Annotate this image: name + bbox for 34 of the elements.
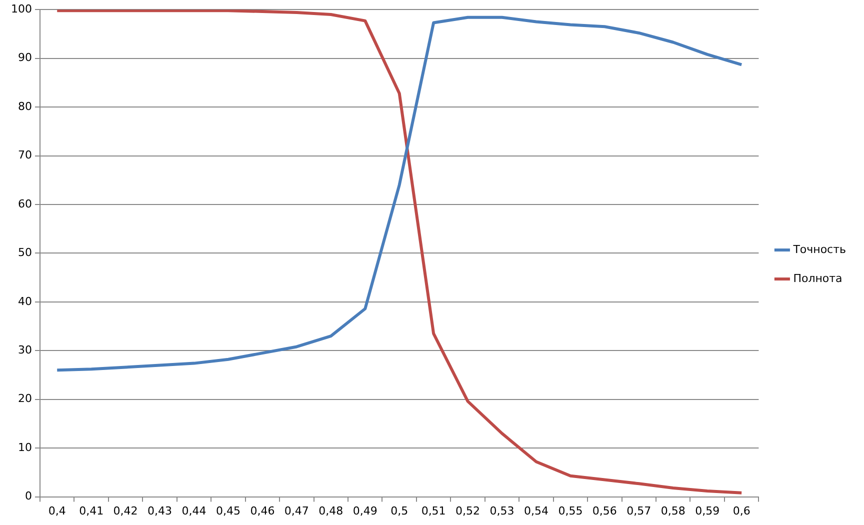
x-tick-label: 0,52: [456, 504, 480, 518]
y-tick-label: 80: [18, 100, 32, 113]
y-tick-label: 90: [18, 51, 32, 64]
y-tick-label: 0: [24, 490, 32, 503]
x-tick-label: 0,48: [318, 504, 344, 518]
y-tick-label: 60: [18, 197, 32, 210]
x-tick-label: 0,56: [592, 504, 617, 518]
legend-label: Точность: [792, 242, 846, 256]
x-tick-label: 0,58: [660, 504, 686, 518]
x-tick-label: 0,44: [182, 504, 206, 518]
y-tick-label: 100: [10, 2, 32, 16]
x-tick-label: 0,5: [390, 504, 408, 518]
x-tick-label: 0,59: [695, 504, 720, 518]
x-tick-label: 0,45: [216, 504, 240, 518]
x-tick-label: 0,43: [148, 504, 172, 518]
x-tick-label: 0,47: [284, 504, 309, 518]
x-tick-label: 0,49: [352, 504, 378, 518]
x-tick-label: 0,6: [732, 504, 750, 518]
y-tick-label: 40: [18, 294, 32, 308]
y-tick-label: 20: [18, 392, 32, 406]
x-tick-label: 0,51: [421, 504, 446, 518]
x-tick-label: 0,4: [48, 504, 66, 518]
y-tick-label: 10: [18, 440, 32, 454]
x-tick-label: 0,46: [250, 504, 275, 518]
x-tick-label: 0,41: [79, 504, 104, 518]
y-tick-label: 30: [18, 344, 32, 356]
y-tick-label: 70: [18, 148, 32, 162]
x-tick-label: 0,42: [113, 504, 138, 518]
legend-label: Полнота: [793, 272, 842, 285]
x-tick-label: 0,55: [558, 504, 583, 518]
x-tick-label: 0,57: [626, 504, 652, 518]
x-tick-label: 0,53: [490, 504, 514, 518]
x-tick-label: 0,54: [524, 504, 548, 518]
y-tick-label: 50: [18, 246, 32, 260]
